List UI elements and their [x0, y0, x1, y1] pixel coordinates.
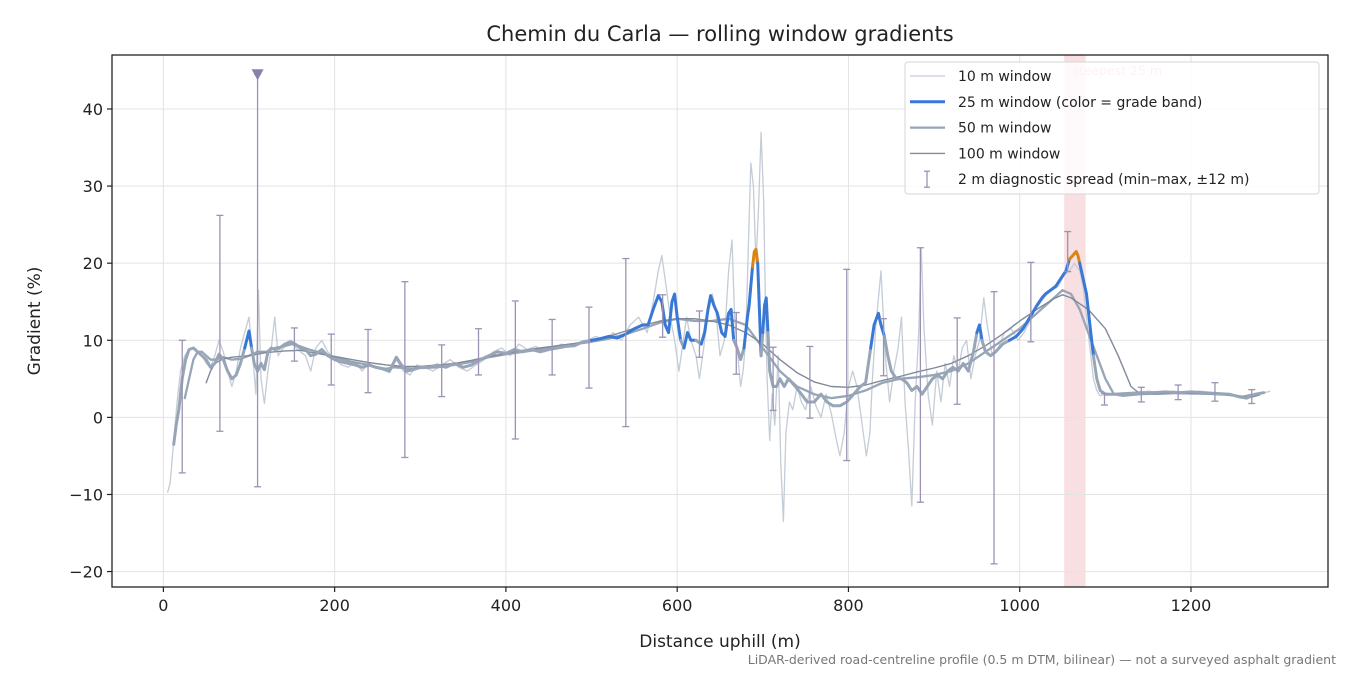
errorbar-21: [953, 317, 961, 405]
y-tick-label: 40: [83, 100, 103, 119]
series-line-25m-segment-11: [756, 261, 763, 358]
chart-title: Chemin du Carla — rolling window gradien…: [486, 22, 953, 46]
series-line-25m-segment-21: [1078, 261, 1095, 358]
errorbar-0: [178, 339, 186, 474]
series-line-25m-segment-19: [1007, 257, 1071, 342]
y-axis-label: Gradient (%): [25, 267, 45, 376]
series-line-25m-segment-9: [742, 265, 754, 350]
x-tick-label: 1000: [999, 596, 1040, 615]
legend-label-errorbars: 2 m diagnostic spread (min–max, ±12 m): [958, 172, 1249, 188]
errorbar-23: [1027, 261, 1035, 343]
clipped-value-marker: [251, 69, 264, 81]
series-line-25m-segment-18: [980, 338, 1011, 358]
errorbar-17: [806, 345, 814, 419]
x-axis-label: Distance uphill (m): [639, 632, 800, 652]
series-line-25m-segment-20: [1067, 250, 1082, 265]
errorbar-25: [1100, 392, 1108, 406]
x-tick-label: 600: [662, 596, 693, 615]
errorbar-18: [843, 268, 851, 462]
plot-frame: [111, 54, 1329, 588]
y-tick-label: −20: [69, 563, 103, 582]
x-tick-label: 800: [833, 596, 864, 615]
series-line-25m-segment-12: [759, 331, 765, 358]
series-line-25m-segment-15: [869, 311, 886, 350]
series-line-25m-segment-7: [699, 294, 736, 346]
errorbar-4: [327, 333, 335, 386]
series-line-25m-segment-16: [882, 331, 979, 396]
errorbar-19: [880, 318, 888, 377]
x-tick-label: 0: [158, 596, 168, 615]
series-line-3: [205, 294, 1261, 398]
x-tick-label: 1200: [1171, 596, 1212, 615]
series-line-25m-segment-3: [590, 292, 683, 342]
series-line-25m-segment-1: [243, 329, 254, 350]
series-line-25m-segment-10: [751, 247, 760, 269]
errorbar-10: [548, 318, 556, 376]
x-tick-label: 400: [491, 596, 522, 615]
y-tick-label: 0: [93, 408, 103, 427]
y-tick-label: 10: [83, 331, 103, 350]
errorbar-12: [622, 257, 630, 428]
y-tick-label: 20: [83, 254, 103, 273]
errorbar-15: [732, 311, 740, 375]
errorbar-5: [364, 328, 372, 394]
series-line-25m-segment-13: [761, 296, 770, 335]
errorbar-26: [1137, 386, 1145, 403]
series-line-25m-segment-17: [975, 323, 984, 342]
legend-label-0: 10 m window: [958, 69, 1051, 85]
errorbar-22: [990, 291, 998, 565]
errorbar-16: [769, 346, 777, 412]
y-tick-label: −10: [69, 485, 103, 504]
errorbar-3: [290, 327, 298, 362]
x-tick-label: 200: [319, 596, 350, 615]
y-tick-label: 30: [83, 177, 103, 196]
series-line-25m-segment-14: [766, 331, 873, 408]
legend-label-3: 100 m window: [958, 146, 1060, 162]
legend-label-2: 50 m window: [958, 121, 1051, 137]
errorbar-29: [1248, 388, 1256, 405]
errorbar-8: [475, 328, 483, 376]
errorbar-1: [216, 214, 224, 432]
errorbar-11: [585, 306, 593, 389]
errorbar-6: [401, 281, 409, 459]
errorbar-13: [659, 294, 667, 338]
errorbar-24: [1064, 230, 1072, 273]
errorbar-27: [1174, 384, 1182, 401]
legend-label-1: 25 m window (color = grade band): [958, 95, 1202, 111]
series-line-25m-segment-8: [732, 338, 746, 362]
errorbar-7: [438, 344, 446, 398]
series-line-25m-segment-2: [250, 338, 593, 373]
errorbar-20: [916, 247, 924, 503]
footnote: LiDAR-derived road-centreline profile (0…: [748, 652, 1336, 667]
errorbar-9: [511, 300, 519, 440]
legend-box: [904, 61, 1320, 195]
errorbar-14: [695, 310, 703, 358]
series-line-25m-segment-5: [682, 331, 698, 350]
errorbar-28: [1211, 382, 1219, 402]
